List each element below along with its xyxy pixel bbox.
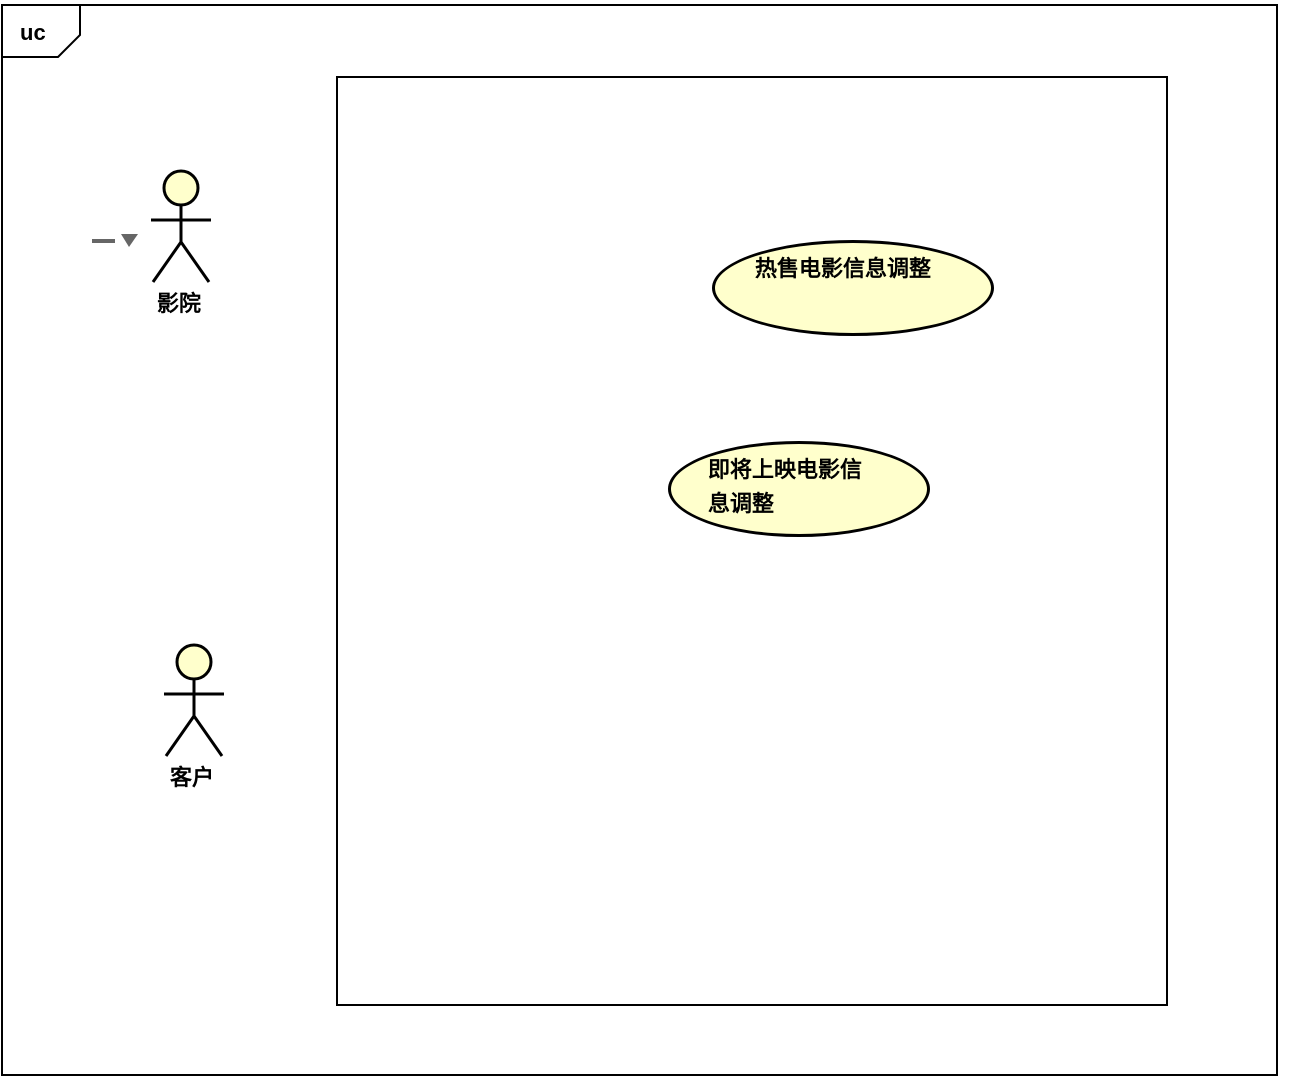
- usecase-upcoming-movie-label-line2: 息调整: [708, 492, 775, 517]
- usecase-upcoming-movie-adjust[interactable]: [668, 441, 930, 537]
- actor-cinema-figure[interactable]: [151, 169, 211, 283]
- usecase-hot-movie-adjust[interactable]: [712, 240, 994, 336]
- actor-cinema-label: 影院: [156, 292, 201, 317]
- usecase-upcoming-movie-label-line1: 即将上映电影信: [708, 458, 863, 483]
- dropdown-marker-icon[interactable]: [92, 234, 138, 247]
- actor-customer-label: 客户: [169, 766, 214, 791]
- frame-label: uc: [20, 20, 46, 45]
- diagram-frame: [1, 4, 1278, 1076]
- actor-customer-figure[interactable]: [164, 643, 224, 757]
- system-boundary[interactable]: [336, 76, 1168, 1006]
- usecase-hot-movie-label: 热售电影信息调整: [755, 257, 932, 282]
